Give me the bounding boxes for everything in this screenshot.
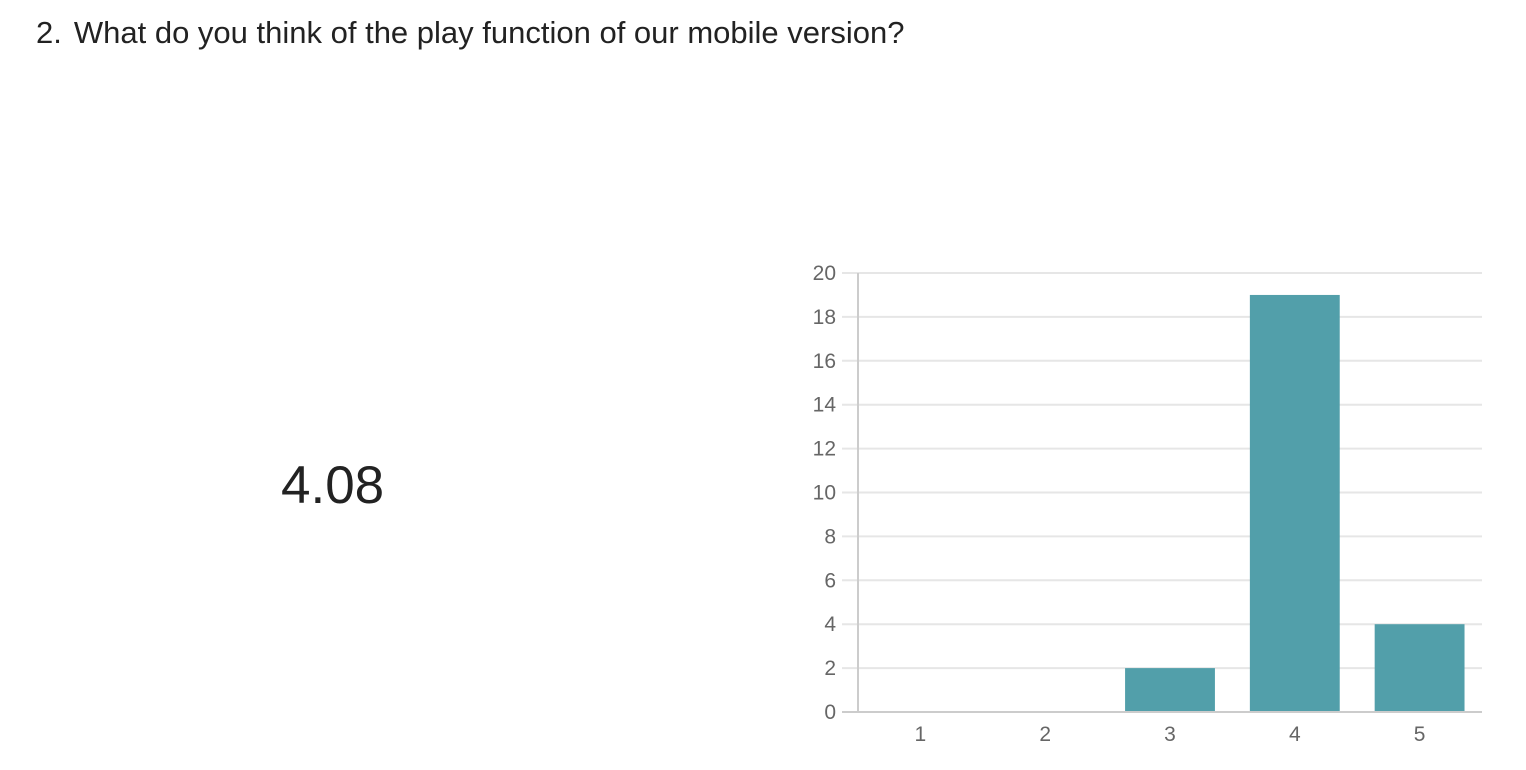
- y-tick-label: 10: [813, 482, 836, 505]
- y-tick-label: 14: [813, 394, 837, 417]
- y-tick-label: 4: [824, 613, 836, 636]
- y-tick-label: 8: [824, 525, 836, 548]
- x-tick-label: 4: [1289, 723, 1301, 746]
- bar-5: [1374, 624, 1465, 712]
- question-number: 2.: [36, 15, 62, 50]
- x-tick-label: 1: [915, 723, 927, 746]
- question-text: What do you think of the play function o…: [73, 15, 905, 50]
- question-title: 2. What do you think of the play function…: [36, 14, 904, 52]
- bar-4: [1249, 294, 1340, 712]
- y-tick-label: 20: [813, 262, 836, 285]
- y-tick-label: 16: [813, 350, 836, 373]
- y-tick-label: 2: [824, 657, 836, 680]
- y-tick-label: 0: [824, 701, 836, 724]
- y-tick-label: 6: [824, 569, 836, 592]
- y-tick-label: 18: [813, 306, 836, 329]
- x-tick-label: 3: [1164, 723, 1176, 746]
- bar-3: [1125, 668, 1215, 712]
- average-rating: 4.08: [281, 456, 385, 515]
- x-tick-label: 5: [1414, 723, 1426, 746]
- y-tick-label: 12: [813, 438, 836, 461]
- x-tick-label: 2: [1039, 723, 1051, 746]
